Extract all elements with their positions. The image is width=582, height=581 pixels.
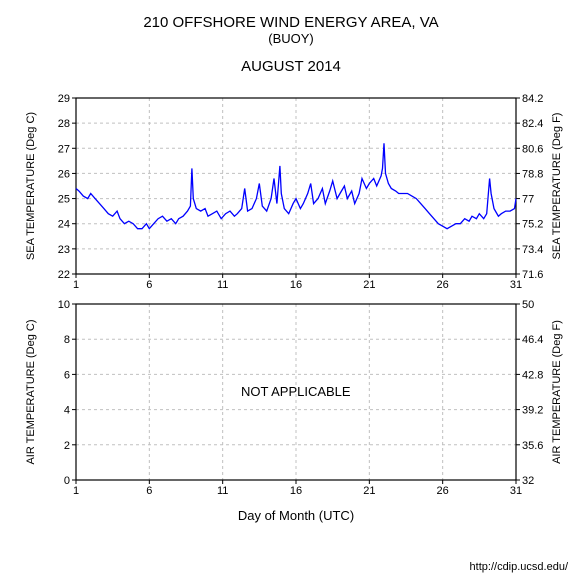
svg-text:39.2: 39.2: [522, 405, 543, 417]
svg-text:6: 6: [146, 485, 152, 497]
svg-text:21: 21: [363, 279, 375, 291]
svg-text:4: 4: [64, 405, 70, 417]
svg-text:46.4: 46.4: [522, 334, 543, 346]
svg-text:Day of Month (UTC): Day of Month (UTC): [238, 508, 354, 523]
svg-text:71.6: 71.6: [522, 269, 543, 281]
svg-text:82.4: 82.4: [522, 118, 543, 130]
svg-text:25: 25: [58, 194, 70, 206]
svg-text:11: 11: [217, 485, 228, 497]
not-applicable-label: NOT APPLICABLE: [241, 384, 351, 399]
svg-text:2: 2: [64, 440, 70, 452]
svg-text:75.2: 75.2: [522, 219, 543, 231]
svg-text:11: 11: [217, 279, 228, 291]
svg-text:50: 50: [522, 299, 534, 311]
svg-text:42.8: 42.8: [522, 369, 543, 381]
source-url: http://cdip.ucsd.edu/: [470, 561, 568, 573]
svg-text:84.2: 84.2: [522, 93, 543, 105]
svg-text:AIR TEMPERATURE (Deg F): AIR TEMPERATURE (Deg F): [551, 320, 563, 464]
svg-text:SEA TEMPERATURE (Deg F): SEA TEMPERATURE (Deg F): [551, 113, 563, 260]
svg-text:26: 26: [58, 168, 70, 180]
svg-text:16: 16: [290, 279, 302, 291]
svg-text:28: 28: [58, 118, 70, 130]
svg-text:1: 1: [73, 279, 79, 291]
svg-text:35.6: 35.6: [522, 440, 543, 452]
svg-text:26: 26: [437, 485, 449, 497]
svg-text:26: 26: [437, 279, 449, 291]
svg-text:22: 22: [58, 269, 70, 281]
svg-text:AIR TEMPERATURE (Deg C): AIR TEMPERATURE (Deg C): [25, 319, 37, 464]
svg-text:73.4: 73.4: [522, 244, 543, 256]
svg-text:6: 6: [64, 369, 70, 381]
svg-text:78.8: 78.8: [522, 168, 543, 180]
svg-text:23: 23: [58, 244, 70, 256]
svg-text:31: 31: [510, 279, 522, 291]
svg-text:6: 6: [146, 279, 152, 291]
svg-text:27: 27: [58, 143, 70, 155]
svg-text:31: 31: [510, 485, 522, 497]
svg-text:0: 0: [64, 475, 70, 487]
svg-text:10: 10: [58, 299, 70, 311]
svg-text:24: 24: [58, 219, 70, 231]
svg-text:21: 21: [363, 485, 375, 497]
svg-text:8: 8: [64, 334, 70, 346]
svg-text:SEA TEMPERATURE (Deg C): SEA TEMPERATURE (Deg C): [25, 112, 37, 260]
svg-text:29: 29: [58, 93, 70, 105]
svg-text:77: 77: [522, 194, 534, 206]
svg-text:32: 32: [522, 475, 534, 487]
svg-text:1: 1: [73, 485, 79, 497]
svg-text:80.6: 80.6: [522, 143, 543, 155]
svg-text:16: 16: [290, 485, 302, 497]
chart-canvas: 1611162126312271.62373.42475.225772678.8…: [0, 0, 582, 581]
